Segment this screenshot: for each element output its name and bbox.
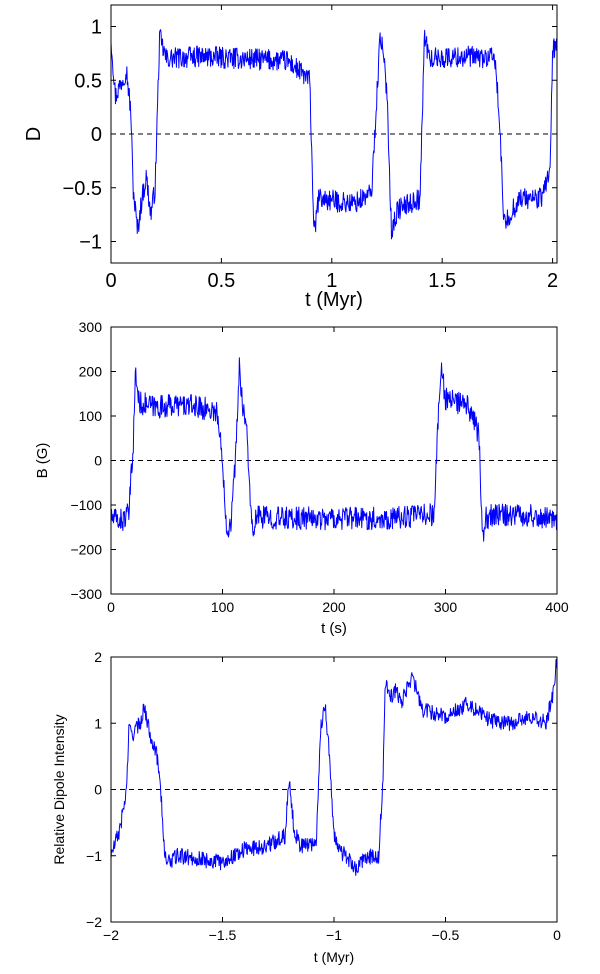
y-tick-label: −0.5 — [63, 178, 102, 200]
y-tick-label: 100 — [79, 408, 103, 424]
y-tick-label: −300 — [70, 586, 102, 602]
y-tick-label: 0.5 — [74, 70, 102, 92]
y-axis-label: Relative Dipole Intensity — [51, 714, 67, 864]
y-tick-label: 2 — [94, 649, 102, 665]
panel-magnetic-field: 0 100 200 300 400 −300 −200 −100 0 100 200 300 t (s)… — [34, 319, 569, 637]
x-tick-label: 1.5 — [428, 270, 456, 292]
y-tick-label: 1 — [94, 715, 102, 731]
y-tick-label: 200 — [79, 364, 103, 380]
x-tick-label: 300 — [434, 599, 458, 615]
y-axis-label: B (G) — [34, 443, 51, 479]
x-tick-label: −0.5 — [432, 927, 460, 943]
x-tick-label: 0 — [553, 927, 561, 943]
y-tick-label: 0 — [94, 453, 102, 469]
y-axis-label: D — [23, 127, 45, 141]
y-tick-label: 0 — [94, 782, 102, 798]
x-tick-label: −1.5 — [209, 927, 237, 943]
y-tick-label: −1 — [79, 232, 102, 254]
y-tick-label: −2 — [86, 914, 102, 930]
y-tick-label: 300 — [79, 319, 103, 335]
x-tick-label: 0.5 — [207, 270, 235, 292]
x-tick-label: 400 — [545, 599, 569, 615]
series-line — [110, 657, 558, 876]
x-tick-label: −2 — [103, 927, 119, 943]
panel-relative-dipole-intensity: −2 −1.5 −1 −0.5 0 −2 −1 0 1 2 t (Myr) Relative Dipo… — [51, 649, 561, 965]
x-tick-label: 2 — [547, 270, 558, 292]
x-tick-label: 1 — [326, 270, 337, 292]
x-axis-label: t (s) — [321, 620, 347, 637]
y-tick-label: −100 — [70, 497, 102, 513]
x-tick-label: 0 — [105, 270, 116, 292]
x-tick-label: −1 — [326, 927, 342, 943]
x-tick-label: 0 — [107, 599, 115, 615]
x-tick-label: 200 — [322, 599, 346, 615]
y-tick-label: 0 — [91, 124, 102, 146]
x-axis-label: t (Myr) — [305, 289, 363, 311]
series-line — [110, 29, 558, 240]
y-tick-label: −1 — [86, 848, 102, 864]
series-line — [110, 357, 558, 542]
y-tick-label: −200 — [70, 542, 102, 558]
panel-dipole-direction: 0 0.5 1 1.5 2−1−0.500.51t (Myr)D — [23, 4, 558, 311]
y-tick-label: 1 — [91, 17, 102, 39]
x-axis-label: t (Myr) — [314, 949, 354, 965]
x-tick-label: 100 — [211, 599, 235, 615]
